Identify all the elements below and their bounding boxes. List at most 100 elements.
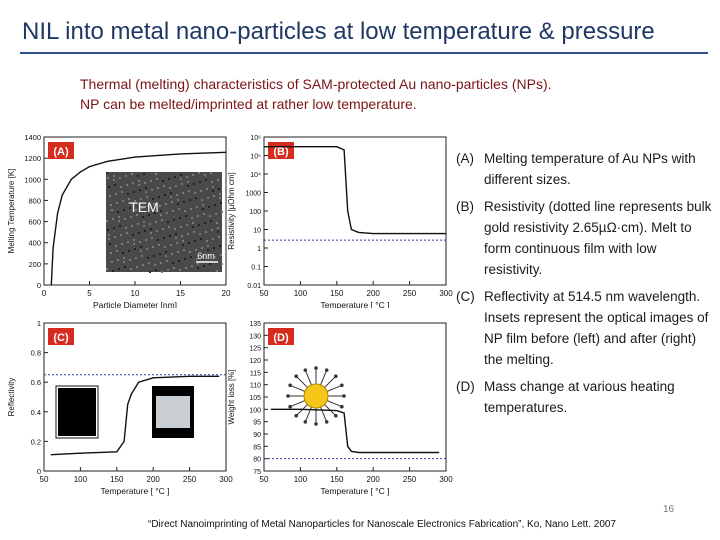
tem-inset-speck [137, 223, 139, 225]
y-tick-label: 10⁶ [250, 135, 261, 142]
tem-inset-speck [208, 254, 210, 256]
data-point [61, 194, 63, 196]
tem-inset-speck [146, 248, 148, 250]
tem-inset-speck [124, 266, 126, 268]
x-tick-label: 50 [260, 475, 269, 484]
tem-inset-speck [113, 175, 115, 177]
y-tick-label: 10 [253, 228, 261, 235]
tem-inset-speck [209, 263, 211, 265]
tem-inset-speck [210, 172, 212, 174]
tem-inset-speck [155, 221, 157, 223]
tem-inset-speck [198, 172, 200, 174]
tem-inset-speck [191, 265, 193, 267]
ligand-head [333, 413, 338, 418]
panel-label: (C) [48, 328, 74, 345]
subtitle-line-1: Thermal (melting) characteristics of SAM… [80, 76, 552, 92]
tem-inset-speck [151, 237, 153, 239]
y-tick-label: 0 [37, 281, 41, 290]
data-point [350, 228, 352, 231]
tem-inset-speck [180, 174, 182, 176]
tem-inset-speck [168, 226, 170, 228]
tem-inset-speck [182, 192, 184, 194]
ligand-head [303, 420, 308, 424]
data-point [152, 377, 154, 379]
data-point [50, 454, 52, 456]
data-point [343, 149, 345, 151]
tem-inset-speck [130, 216, 132, 218]
tem-inset-speck [150, 232, 152, 234]
tem-inset-speck [200, 238, 202, 240]
tem-inset-speck [214, 256, 216, 258]
tem-inset-speck [131, 225, 133, 227]
chart-a-svg: 0 5 10 15 200200400600800100012001400Particl… [7, 133, 231, 308]
tem-inset-speck [175, 185, 177, 187]
chart-a: 0 5 10 15 20 0 200 400 600 800 1000 1200 1400 Particl… [6, 132, 234, 308]
tem-inset-speck [131, 173, 133, 175]
tem-inset-speck [217, 231, 219, 233]
tem-inset-speck [110, 252, 112, 254]
data-point [70, 178, 72, 180]
tem-inset-speck [139, 189, 141, 191]
tem-inset-speck [140, 246, 142, 248]
tem-inset-speck [172, 262, 174, 264]
tem-inset-speck [187, 185, 189, 187]
subtitle: Thermal (melting) characteristics of SAM… [80, 74, 552, 114]
tem-inset-speck [142, 216, 144, 218]
tem-inset-speck [109, 195, 111, 197]
ligand-chain [326, 400, 343, 408]
tem-inset-speck [187, 233, 189, 235]
tem-inset-speck [207, 249, 209, 251]
tem-inset-speck [203, 213, 205, 215]
tem-inset-speck [148, 262, 150, 264]
data-point [107, 160, 109, 162]
tem-inset-speck [169, 235, 171, 237]
ligand-chain [289, 400, 306, 408]
tem-inset-speck [150, 228, 152, 230]
y-tick-label: 0.01 [247, 283, 261, 290]
tem-inset-speck [181, 235, 183, 237]
y-tick-label: 10⁴ [250, 172, 261, 179]
tem-inset-speck [208, 206, 210, 208]
description-label: (B) [456, 199, 474, 214]
tem-inset-speck [182, 244, 184, 246]
tem-inset-speck [192, 174, 194, 176]
tem-inset-speck [138, 184, 140, 186]
y-axis-label: Weight loss [%] [227, 370, 236, 425]
tem-inset-speck [157, 239, 159, 241]
tem-inset-speck [127, 241, 129, 243]
tem-inset-speck [111, 209, 113, 211]
tem-inset-bg [106, 172, 222, 272]
tem-inset-speck [190, 256, 192, 258]
data-point [445, 233, 447, 235]
tem-inset-speck [180, 226, 182, 228]
tem-inset-speck [191, 217, 193, 219]
y-tick-label: 100 [249, 407, 261, 414]
tem-inset-speck [203, 265, 205, 267]
y-axis-label: Melting Temperature [K] [7, 169, 16, 254]
tem-inset-speck [165, 251, 167, 253]
data-point [263, 146, 265, 148]
tem-inset-speck [108, 238, 110, 240]
tem-inset-speck [212, 238, 214, 240]
tem-inset-speck [171, 253, 173, 255]
after-film [156, 396, 190, 428]
y-tick-label: 1 [257, 246, 261, 253]
tem-inset-image: 6nm [106, 172, 223, 273]
tem-inset-speck [170, 196, 172, 198]
tem-inset-speck [137, 175, 139, 177]
after-melting-image [152, 386, 194, 438]
x-tick-label: 150 [330, 475, 344, 484]
tem-inset-speck [157, 187, 159, 189]
data-point [134, 156, 136, 158]
panel-label: (D) [268, 328, 294, 345]
tem-inset-speck [168, 178, 170, 180]
tem-inset-speck [121, 191, 123, 193]
ligand-head [286, 394, 290, 398]
tem-inset-speck [211, 229, 213, 231]
tem-inset-speck [212, 186, 214, 188]
tem-inset-speck [156, 230, 158, 232]
y-tick-label: 120 [249, 358, 261, 365]
description-label: (D) [456, 379, 475, 394]
data-point [57, 212, 59, 214]
description-item-b: (B) Resistivity (dotted line represents … [456, 196, 718, 280]
